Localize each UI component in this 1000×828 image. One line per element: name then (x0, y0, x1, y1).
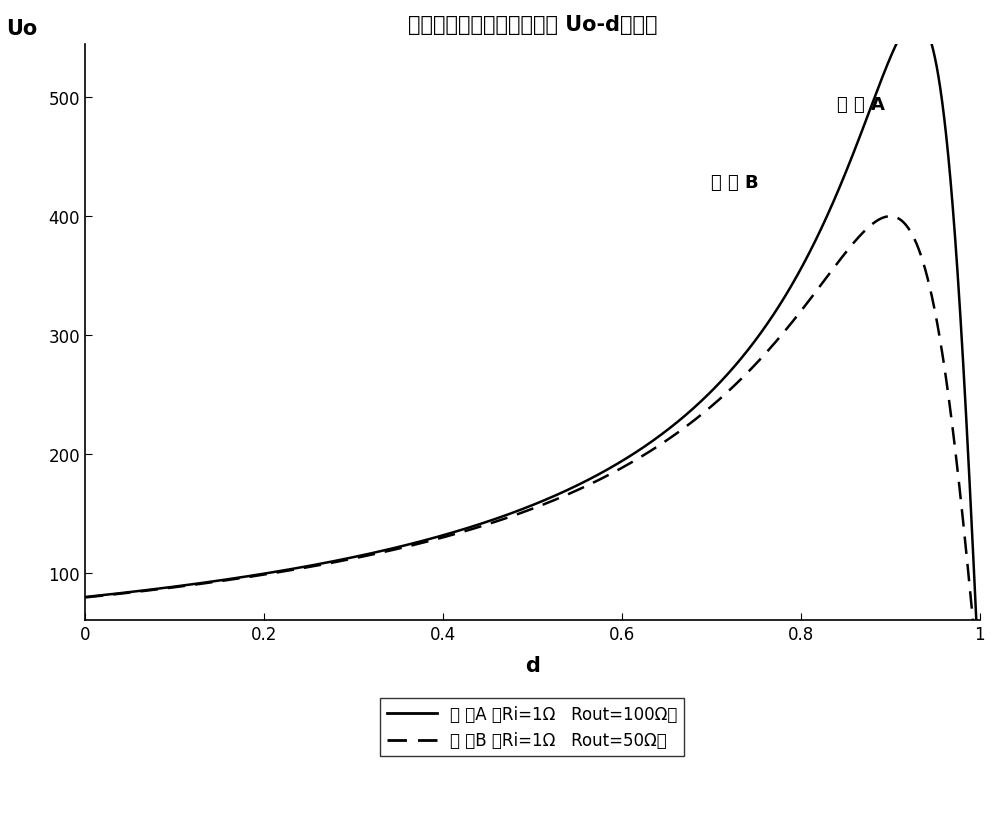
Text: 曲 线 A: 曲 线 A (837, 96, 884, 114)
Y-axis label: Uo: Uo (7, 19, 38, 39)
X-axis label: d: d (525, 655, 540, 675)
Text: 曲 线 B: 曲 线 B (711, 173, 759, 191)
Legend: 曲 线A （Ri=1Ω   Rout=100Ω）, 曲 线B （Ri=1Ω   Rout=50Ω）: 曲 线A （Ri=1Ω Rout=100Ω）, 曲 线B （Ri=1Ω Rout… (380, 699, 684, 756)
Title: 电流可逆电路（升压状态） Uo-d关系图: 电流可逆电路（升压状态） Uo-d关系图 (408, 15, 657, 35)
